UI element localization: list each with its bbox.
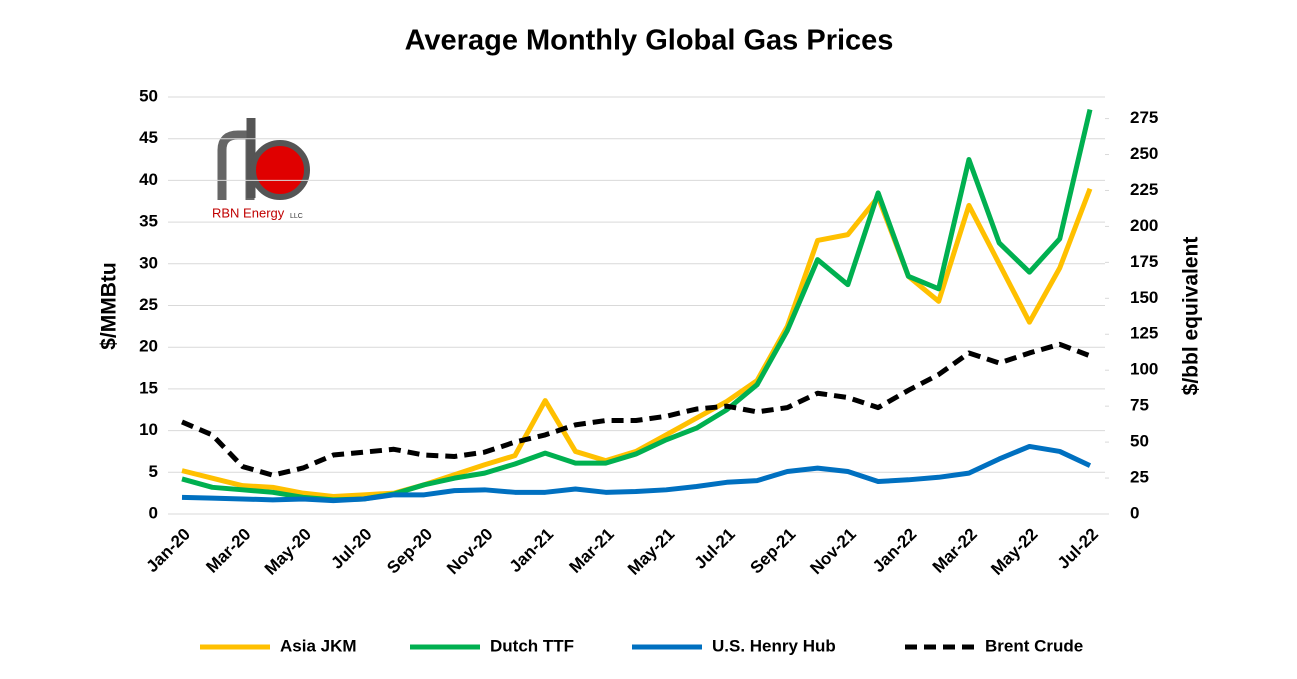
legend-label: U.S. Henry Hub	[712, 636, 836, 655]
logo-shape	[250, 140, 310, 200]
y2-tick-label: 150	[1130, 288, 1158, 307]
series-line	[181, 443, 1092, 504]
y-tick-label: 0	[149, 503, 158, 522]
y-tick-label: 40	[139, 170, 158, 189]
x-tick-label: May-20	[261, 525, 315, 579]
logo: RBN Energy LLC	[212, 118, 310, 220]
y-tick-label: 15	[139, 378, 158, 397]
y2-tick-label: 75	[1130, 396, 1149, 415]
y2-tick-label: 250	[1130, 144, 1158, 163]
y2-axis-label: $/bbl equivalent	[1180, 237, 1203, 396]
x-tick-label: Jan-22	[869, 525, 921, 577]
x-tick-label: Jan-20	[142, 525, 194, 577]
x-tick-label: Jan-21	[506, 525, 558, 577]
y-tick-label: 25	[139, 295, 158, 314]
y2-tick-label: 175	[1130, 252, 1158, 271]
legend-label: Brent Crude	[985, 636, 1083, 655]
x-tick-label: Sep-21	[746, 525, 799, 578]
y2-tick-label: 225	[1130, 180, 1158, 199]
legend-label: Dutch TTF	[490, 636, 574, 655]
x-tick-label: Sep-20	[383, 525, 436, 578]
y2-tick-label: 50	[1130, 432, 1149, 451]
logo-suffix: LLC	[290, 213, 303, 220]
y2-tick-label: 125	[1130, 324, 1158, 343]
x-tick-label: Mar-20	[202, 525, 254, 577]
y-tick-label: 30	[139, 253, 158, 272]
y2-tick-label: 200	[1130, 216, 1158, 235]
x-tick-label: Nov-20	[443, 525, 497, 579]
logo-text: RBN Energy	[212, 205, 285, 220]
y-tick-label: 10	[139, 420, 158, 439]
y2-tick-label: 275	[1130, 108, 1158, 127]
x-tick-label: Mar-22	[929, 525, 981, 577]
y2-tick-label: 100	[1130, 360, 1158, 379]
logo-shape	[217, 130, 255, 200]
chart-title: Average Monthly Global Gas Prices	[405, 25, 894, 57]
x-tick-label: Jul-20	[327, 525, 375, 573]
y-tick-label: 5	[149, 462, 158, 481]
legend-label: Asia JKM	[280, 636, 357, 655]
y-axis-label: $/MMBtu	[98, 262, 121, 350]
y-tick-label: 50	[139, 86, 158, 105]
y-tick-label: 35	[139, 212, 158, 231]
x-tick-label: May-21	[624, 525, 678, 579]
y-tick-label: 45	[139, 128, 158, 147]
series-line	[181, 108, 1093, 503]
y2-tick-label: 25	[1130, 468, 1149, 487]
y-tick-label: 20	[139, 337, 158, 356]
series-line	[181, 341, 1091, 478]
x-tick-label: Nov-21	[806, 525, 860, 579]
x-tick-label: Jul-22	[1054, 525, 1102, 573]
x-tick-label: May-22	[987, 525, 1041, 579]
x-tick-label: Jul-21	[691, 525, 739, 573]
x-tick-label: Mar-21	[566, 525, 618, 577]
y2-tick-label: 0	[1130, 503, 1139, 522]
